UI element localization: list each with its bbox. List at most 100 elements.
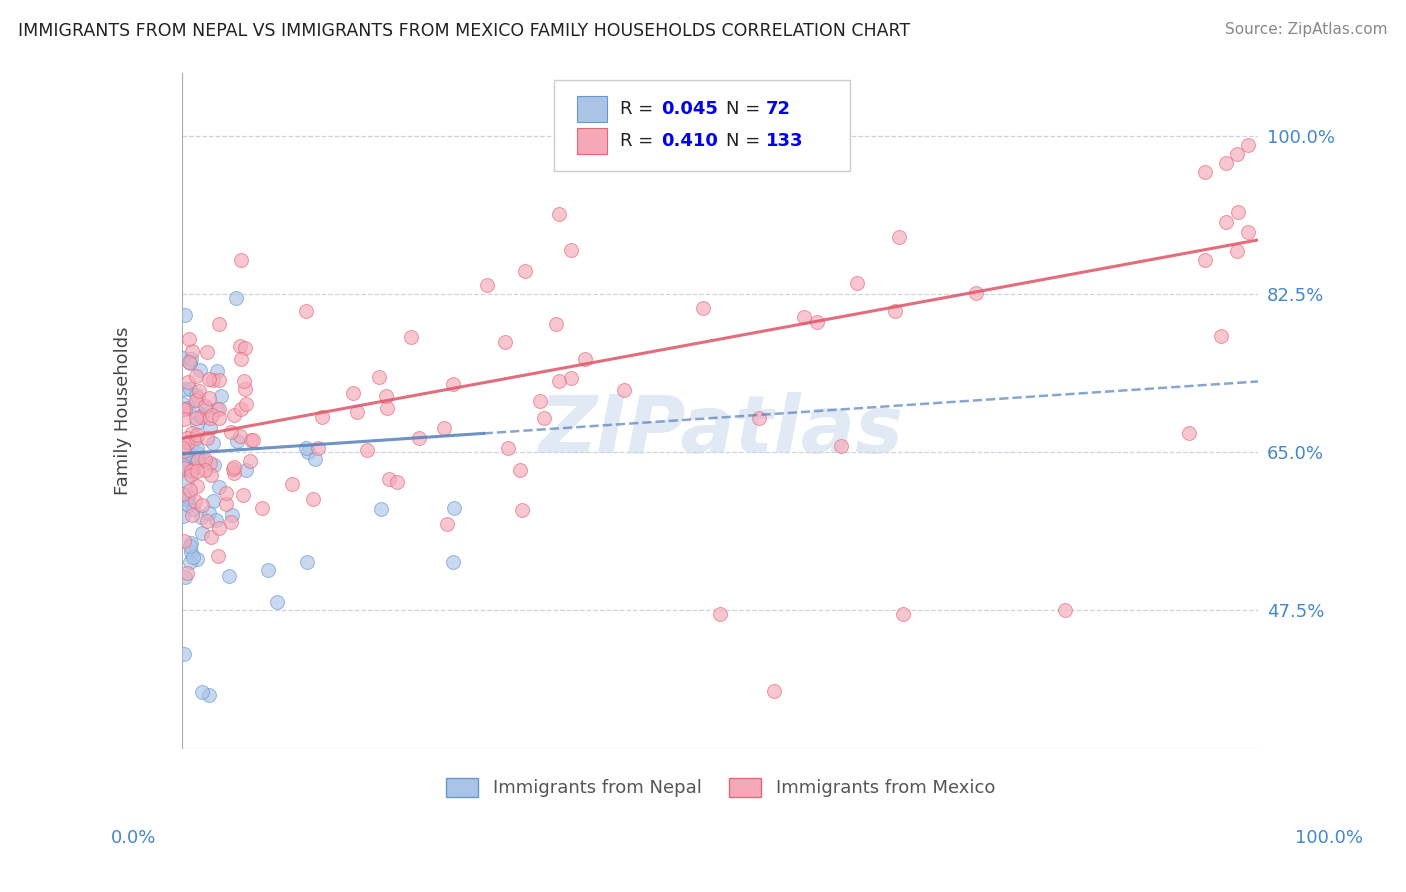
Point <box>193 453 215 467</box>
Point <box>513 264 536 278</box>
Point <box>173 444 195 458</box>
Point <box>186 552 208 566</box>
Point <box>1053 602 1076 616</box>
Point <box>443 500 465 515</box>
Point <box>181 549 204 564</box>
Point <box>1236 138 1258 153</box>
Point <box>172 487 194 501</box>
Point <box>547 374 569 388</box>
Point <box>173 411 195 425</box>
Point <box>187 453 209 467</box>
Point <box>180 536 202 550</box>
Point <box>302 491 325 506</box>
Point <box>441 377 464 392</box>
Point <box>239 454 262 468</box>
Point <box>179 539 201 553</box>
Point <box>184 431 207 445</box>
Point <box>294 441 316 455</box>
Point <box>399 330 422 344</box>
Point <box>793 310 815 324</box>
Point <box>172 351 194 365</box>
Point <box>186 388 208 402</box>
Point <box>179 483 201 497</box>
Point <box>180 425 202 440</box>
Point <box>346 405 368 419</box>
Text: 100.0%: 100.0% <box>1295 829 1362 847</box>
Point <box>177 462 200 476</box>
Point <box>229 401 252 416</box>
Point <box>172 397 194 411</box>
Point <box>205 364 228 378</box>
Point <box>889 230 911 244</box>
Point <box>295 304 318 318</box>
Point <box>368 370 391 384</box>
Point <box>219 425 242 440</box>
Point <box>201 373 224 387</box>
Point <box>187 391 209 405</box>
Point <box>240 433 263 447</box>
Point <box>436 517 458 532</box>
Text: IMMIGRANTS FROM NEPAL VS IMMIGRANTS FROM MEXICO FAMILY HOUSEHOLDS CORRELATION CH: IMMIGRANTS FROM NEPAL VS IMMIGRANTS FROM… <box>18 22 911 40</box>
Point <box>198 411 221 425</box>
Point <box>1194 253 1216 268</box>
Point <box>183 501 205 516</box>
Point <box>207 549 229 563</box>
Point <box>176 475 198 489</box>
Point <box>965 285 987 300</box>
Point <box>186 405 208 419</box>
Point <box>186 479 208 493</box>
Point <box>215 496 238 510</box>
Point <box>179 554 201 568</box>
Point <box>356 443 378 458</box>
Point <box>1178 426 1201 441</box>
Point <box>181 462 204 476</box>
Point <box>191 684 214 698</box>
Point <box>208 521 231 535</box>
Text: R =: R = <box>620 100 659 118</box>
Point <box>229 339 252 353</box>
Point <box>1215 215 1237 229</box>
Point <box>188 384 211 398</box>
Point <box>548 207 571 221</box>
Point <box>252 500 274 515</box>
Point <box>198 688 221 702</box>
Point <box>806 315 828 329</box>
Point <box>1236 226 1258 240</box>
Point <box>1227 205 1250 219</box>
Point <box>202 436 225 450</box>
Point <box>692 301 714 315</box>
Point <box>173 534 195 549</box>
Point <box>173 647 195 661</box>
Text: ZIPatlas: ZIPatlas <box>538 392 903 470</box>
Point <box>190 510 212 524</box>
Point <box>387 475 409 489</box>
Point <box>198 421 221 435</box>
Point <box>181 508 204 522</box>
Text: N =: N = <box>725 100 766 118</box>
Point <box>475 277 498 292</box>
Point <box>266 595 288 609</box>
Point <box>174 308 197 322</box>
Text: 72: 72 <box>766 100 790 118</box>
Legend: Immigrants from Nepal, Immigrants from Mexico: Immigrants from Nepal, Immigrants from M… <box>439 771 1002 805</box>
Point <box>177 490 200 504</box>
Point <box>172 509 194 524</box>
Point <box>198 371 221 385</box>
Point <box>194 463 217 477</box>
Point <box>172 442 194 456</box>
Point <box>184 493 207 508</box>
Point <box>174 401 197 416</box>
Point <box>176 566 198 580</box>
Point <box>1211 328 1233 343</box>
Text: Source: ZipAtlas.com: Source: ZipAtlas.com <box>1225 22 1388 37</box>
Point <box>235 463 257 477</box>
Point <box>176 493 198 508</box>
Point <box>179 451 201 466</box>
Point <box>195 515 218 529</box>
Point <box>186 428 208 442</box>
Point <box>215 485 238 500</box>
Point <box>177 499 200 513</box>
Point <box>183 462 205 476</box>
Point <box>186 393 208 408</box>
Text: 0.0%: 0.0% <box>111 829 156 847</box>
